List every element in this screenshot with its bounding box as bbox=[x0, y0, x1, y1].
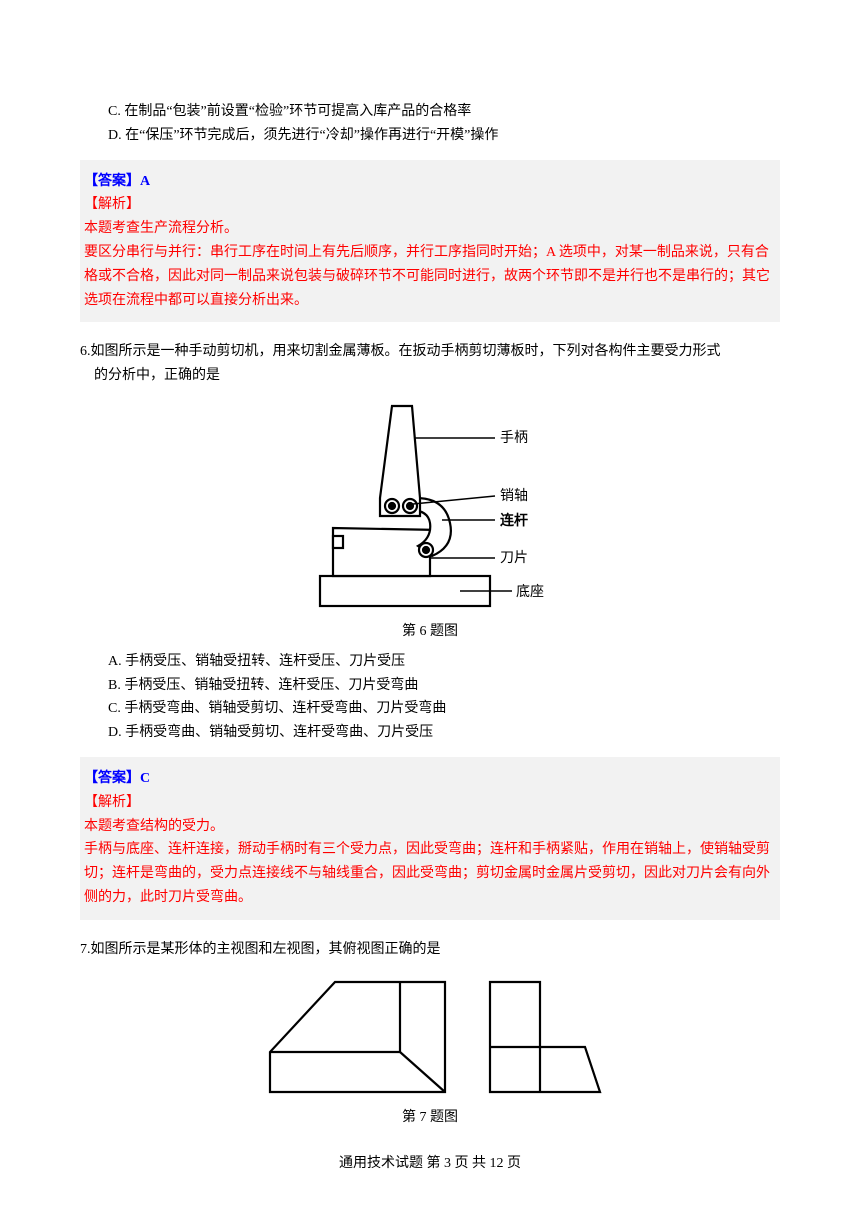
orthographic-views bbox=[240, 972, 620, 1102]
label-base: 底座 bbox=[516, 584, 544, 600]
stem-line-1: 如图所示是一种手动剪切机，用来切割金属薄板。在扳动手柄剪切薄板时，下列对各构件主… bbox=[91, 344, 721, 359]
analysis-label: 【解析】 bbox=[84, 193, 776, 217]
question-number: 6. bbox=[80, 344, 91, 359]
analysis-line-2: 手柄与底座、连杆连接，掰动手柄时有三个受力点，因此受弯曲；连杆和手柄紧贴，作用在… bbox=[84, 838, 776, 909]
answer-value: A bbox=[140, 174, 150, 189]
analysis-line-1: 本题考查生产流程分析。 bbox=[84, 217, 776, 241]
figure-q6: 手柄 销轴 连杆 刀片 底座 bbox=[80, 398, 780, 616]
answer-value: C bbox=[140, 771, 150, 786]
label-link: 连杆 bbox=[500, 512, 528, 529]
option-c: C. 在制品“包装”前设置“检验”环节可提高入库产品的合格率 bbox=[80, 100, 780, 124]
answer-label: 【答案】 bbox=[84, 771, 140, 786]
option-d: D. 手柄受弯曲、销轴受剪切、连杆受弯曲、刀片受压 bbox=[80, 721, 780, 745]
stem-text: 如图所示是某形体的主视图和左视图，其俯视图正确的是 bbox=[91, 942, 441, 957]
label-blade: 刀片 bbox=[500, 550, 528, 566]
question-number: 7. bbox=[80, 942, 91, 957]
option-d: D. 在“保压”环节完成后，须先进行“冷却”操作再进行“开模”操作 bbox=[80, 124, 780, 148]
analysis-label: 【解析】 bbox=[84, 791, 776, 815]
page-footer: 通用技术试题 第 3 页 共 12 页 bbox=[0, 1152, 860, 1176]
figure-caption-q7: 第 7 题图 bbox=[80, 1106, 780, 1130]
answer-label: 【答案】 bbox=[84, 174, 140, 189]
figure-caption-q6: 第 6 题图 bbox=[80, 620, 780, 644]
analysis-line-1: 本题考查结构的受力。 bbox=[84, 815, 776, 839]
figure-q7 bbox=[80, 972, 780, 1102]
question-5-partial: C. 在制品“包装”前设置“检验”环节可提高入库产品的合格率 D. 在“保压”环… bbox=[80, 100, 780, 148]
stem-line-2: 的分析中，正确的是 bbox=[80, 364, 780, 388]
analysis-line-2: 要区分串行与并行：串行工序在时间上有先后顺序，并行工序指同时开始；A 选项中，对… bbox=[84, 241, 776, 312]
option-b: B. 手柄受压、销轴受扭转、连杆受压、刀片受弯曲 bbox=[80, 674, 780, 698]
question-7: 7.如图所示是某形体的主视图和左视图，其俯视图正确的是 第 7 题图 bbox=[80, 938, 780, 1130]
option-c: C. 手柄受弯曲、销轴受剪切、连杆受弯曲、刀片受弯曲 bbox=[80, 697, 780, 721]
question-6: 6.如图所示是一种手动剪切机，用来切割金属薄板。在扳动手柄剪切薄板时，下列对各构… bbox=[80, 340, 780, 745]
answer-line: 【答案】A bbox=[84, 170, 776, 194]
answer-block-q6: 【答案】C 【解析】 本题考查结构的受力。 手柄与底座、连杆连接，掰动手柄时有三… bbox=[80, 757, 780, 920]
shear-machine-diagram: 手柄 销轴 连杆 刀片 底座 bbox=[280, 398, 580, 616]
answer-line: 【答案】C bbox=[84, 767, 776, 791]
option-a: A. 手柄受压、销轴受扭转、连杆受压、刀片受压 bbox=[80, 650, 780, 674]
question-stem: 6.如图所示是一种手动剪切机，用来切割金属薄板。在扳动手柄剪切薄板时，下列对各构… bbox=[80, 340, 780, 364]
label-pin: 销轴 bbox=[500, 488, 528, 504]
label-handle: 手柄 bbox=[500, 430, 528, 446]
question-stem: 7.如图所示是某形体的主视图和左视图，其俯视图正确的是 bbox=[80, 938, 780, 962]
answer-block-q5: 【答案】A 【解析】 本题考查生产流程分析。 要区分串行与并行：串行工序在时间上… bbox=[80, 160, 780, 323]
